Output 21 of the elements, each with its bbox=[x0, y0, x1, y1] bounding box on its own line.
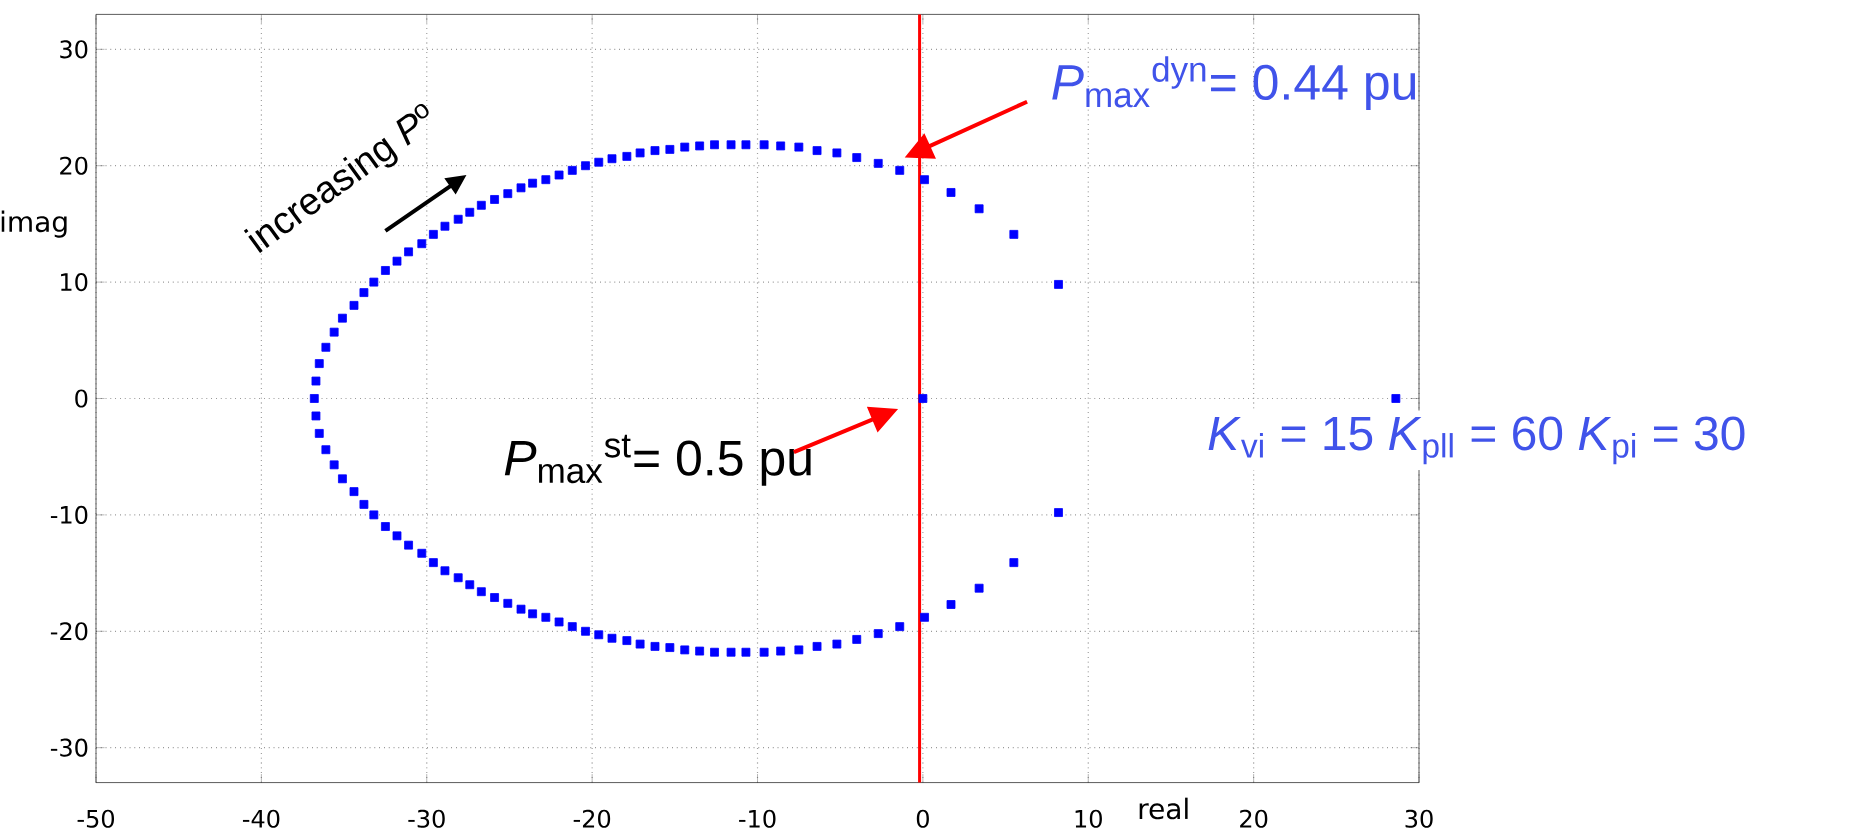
y-tick-label: -20 bbox=[50, 622, 88, 641]
x-tick-label: -10 bbox=[739, 809, 776, 828]
annotation: P$_{max}$$^{st}$= 0.5 pu bbox=[504, 434, 811, 486]
annotation: P$_{max}$$^{dyn}$= 0.44 pu bbox=[1052, 56, 1416, 110]
x-tick-label: 0 bbox=[916, 809, 929, 828]
x-tick-label: -50 bbox=[77, 809, 115, 828]
x-tick-label: -20 bbox=[573, 809, 611, 828]
x-tick-label: 20 bbox=[1240, 809, 1268, 828]
y-tick-label: -30 bbox=[50, 738, 88, 757]
y-tick-label: 0 bbox=[75, 389, 88, 408]
x-tick-label: 30 bbox=[1405, 809, 1433, 828]
y-tick-label: 10 bbox=[61, 273, 88, 292]
x-axis-title: real bbox=[1139, 797, 1188, 820]
y-tick-label: 30 bbox=[60, 40, 88, 59]
y-axis-title: imag bbox=[1, 210, 67, 238]
x-tick-label: -30 bbox=[408, 809, 445, 828]
y-tick-label: 20 bbox=[60, 156, 88, 175]
x-tick-label: 10 bbox=[1075, 809, 1102, 828]
text: K$_{vi}$ = 15 K$_{pll}$ = 60 K$_{pi}$ = 30 bbox=[1208, 416, 1745, 465]
y-tick-label: -10 bbox=[50, 505, 88, 524]
x-tick-label: -40 bbox=[242, 809, 280, 828]
